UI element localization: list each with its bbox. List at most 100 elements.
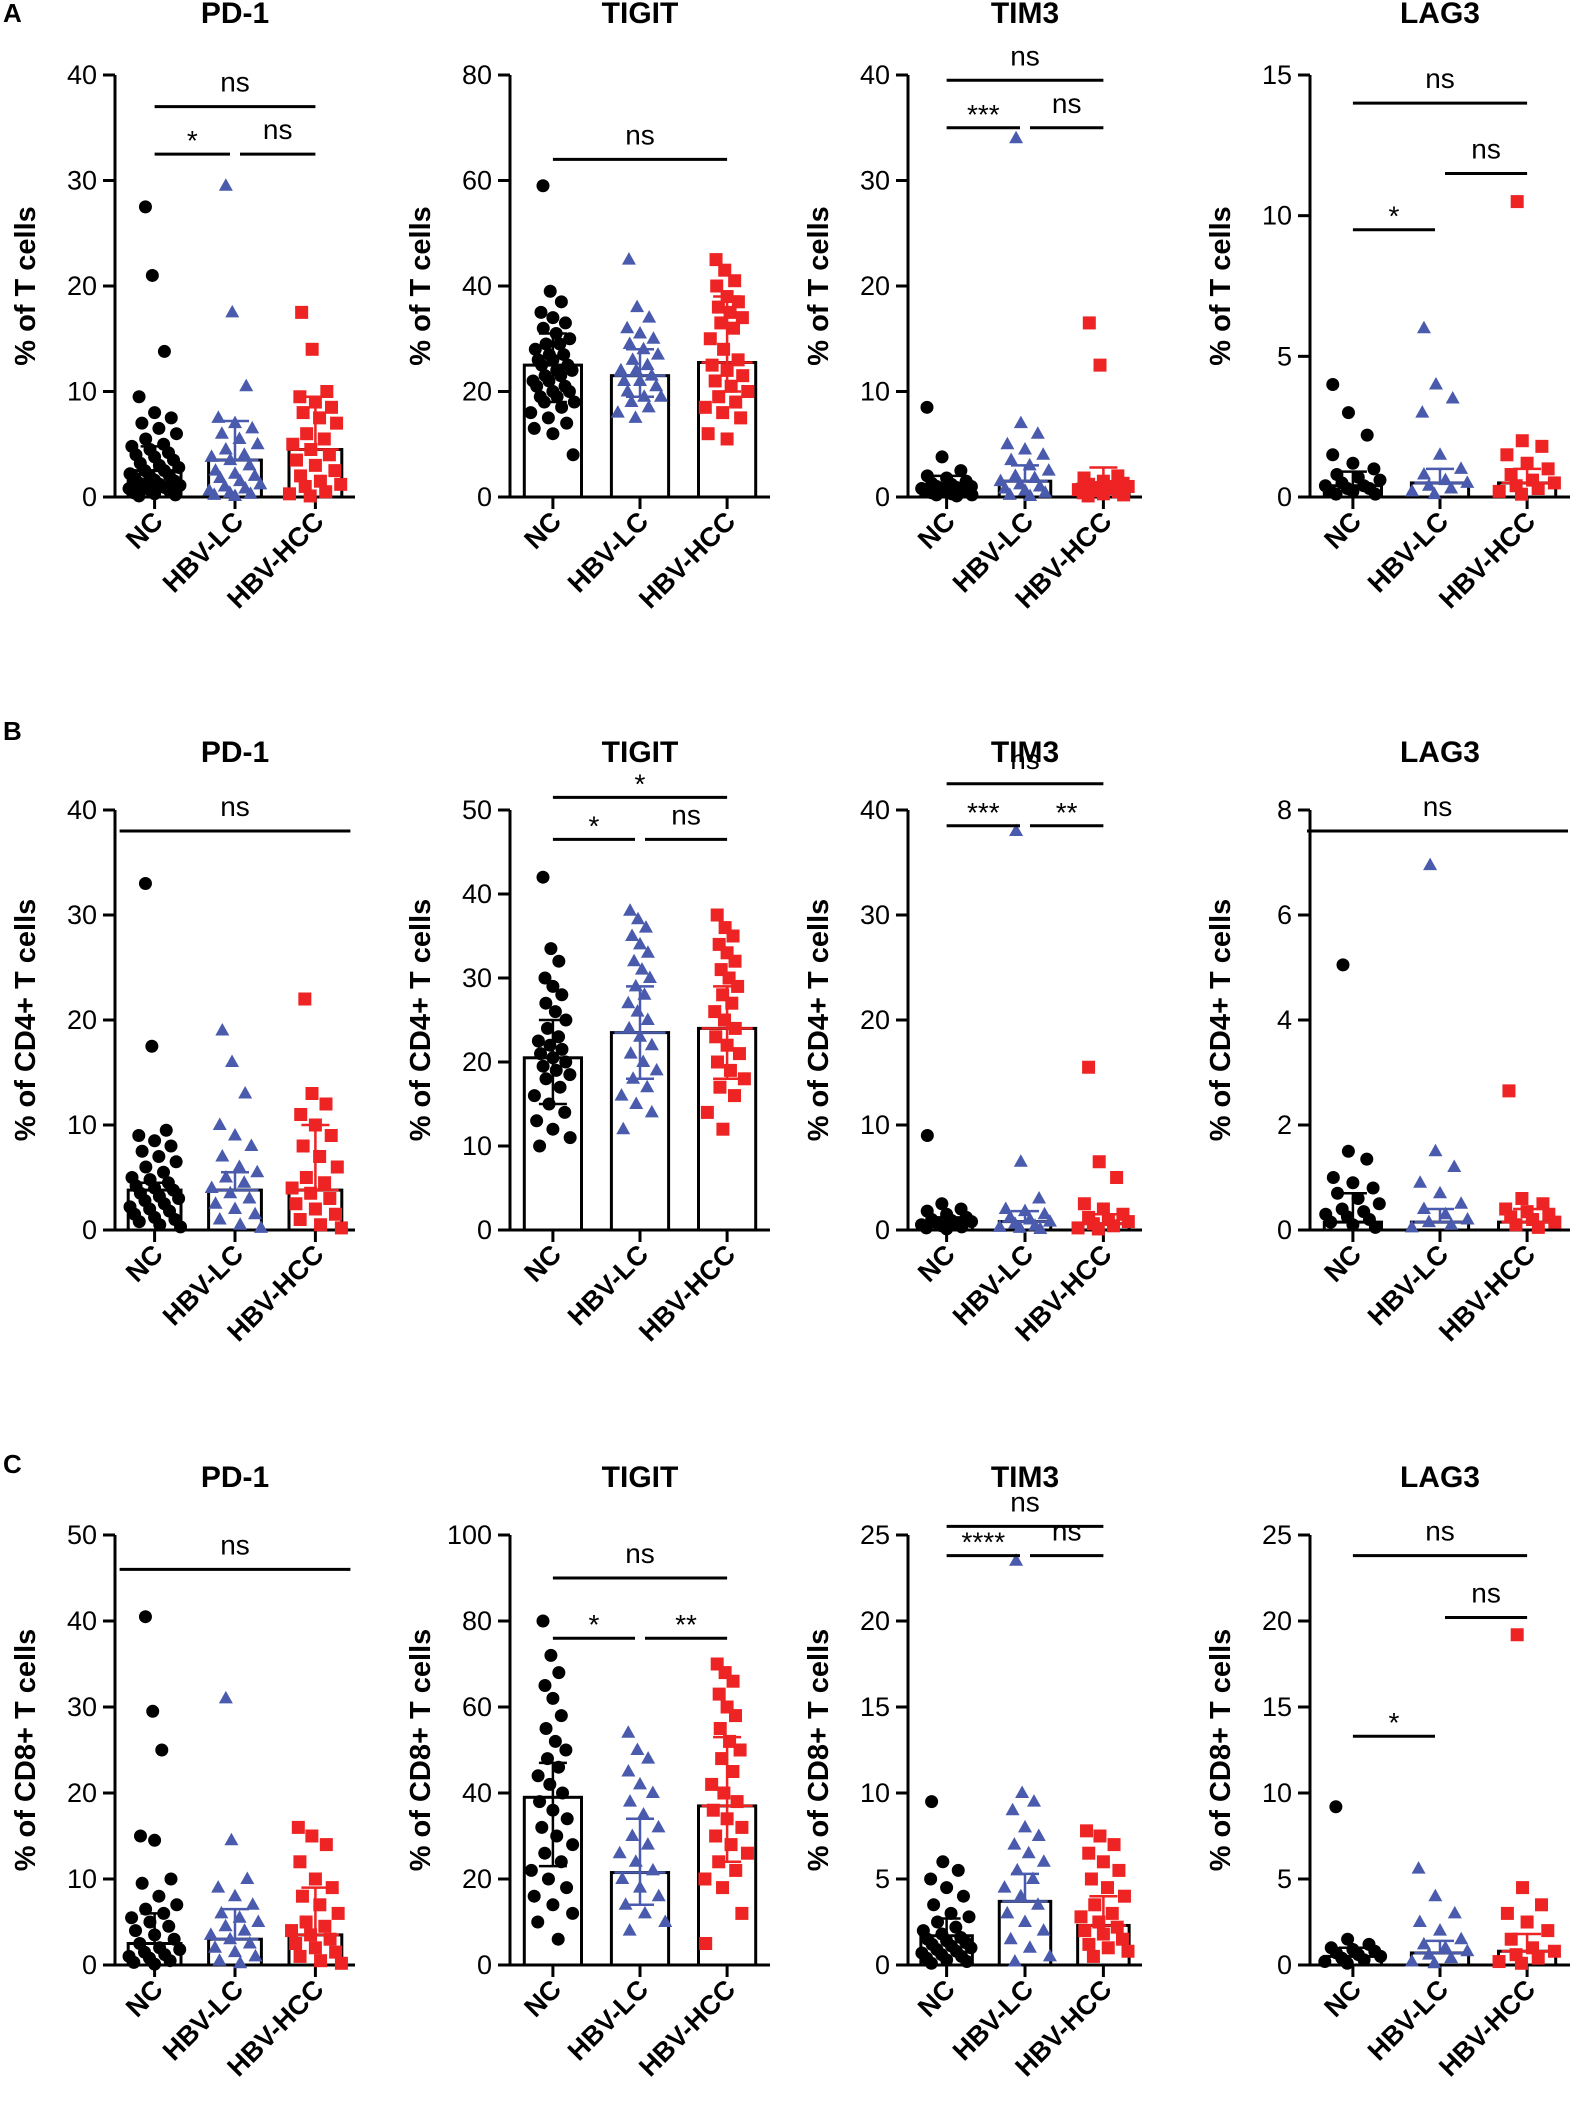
data-point-nc xyxy=(1367,462,1381,476)
data-point-hbv-lc xyxy=(1416,1936,1431,1950)
data-point-hbv-lc xyxy=(1447,1905,1462,1919)
data-point-hbv-hcc xyxy=(291,1820,305,1834)
data-point-hbv-lc xyxy=(649,1062,664,1076)
data-point-hbv-lc xyxy=(1027,470,1042,484)
data-point-hbv-hcc xyxy=(319,485,333,499)
y-tick-label: 30 xyxy=(860,900,890,930)
data-point-hbv-hcc xyxy=(1536,1197,1550,1211)
data-point-nc xyxy=(565,363,579,377)
data-point-nc xyxy=(143,1915,157,1929)
y-tick-label: 10 xyxy=(860,377,890,407)
data-point-hbv-hcc xyxy=(330,416,344,430)
data-point-hbv-hcc xyxy=(1504,1932,1518,1946)
data-point-hbv-lc xyxy=(625,928,640,941)
data-point-hbv-hcc xyxy=(1547,1944,1561,1958)
data-point-hbv-lc xyxy=(207,1940,222,1953)
data-point-hbv-hcc xyxy=(1520,1915,1534,1929)
data-point-hbv-lc xyxy=(1428,1143,1443,1157)
data-point-hbv-lc xyxy=(218,1170,233,1183)
data-point-hbv-lc xyxy=(625,352,640,365)
data-point-hbv-lc xyxy=(651,1819,666,1833)
data-point-hbv-lc xyxy=(624,394,639,408)
data-point-hbv-lc xyxy=(1433,1923,1447,1936)
chart-title: TIGIT xyxy=(602,0,679,30)
data-point-hbv-hcc xyxy=(324,1129,338,1142)
data-point-hbv-lc xyxy=(247,468,262,481)
data-point-nc xyxy=(536,179,550,193)
data-point-hbv-hcc xyxy=(1500,448,1514,462)
significance-label: ns xyxy=(671,799,701,830)
y-tick-label: 0 xyxy=(477,482,492,512)
data-point-hbv-hcc xyxy=(1093,358,1107,372)
data-point-hbv-hcc xyxy=(282,487,296,501)
data-point-hbv-lc xyxy=(620,320,635,334)
y-tick-label: 10 xyxy=(860,1110,890,1140)
data-point-hbv-hcc xyxy=(299,1171,313,1184)
significance-label: ns xyxy=(625,1538,655,1569)
data-point-nc xyxy=(546,1898,560,1912)
data-point-hbv-lc xyxy=(204,449,219,462)
data-point-hbv-lc xyxy=(1411,1861,1426,1874)
data-point-hbv-hcc xyxy=(314,1218,328,1232)
significance-label: ns xyxy=(1423,791,1453,822)
data-point-hbv-lc xyxy=(630,1742,645,1755)
data-point-hbv-hcc xyxy=(1510,195,1524,209)
data-point-nc xyxy=(546,1691,560,1705)
data-point-nc xyxy=(557,348,571,362)
data-point-hbv-lc xyxy=(212,1953,227,1966)
data-point-hbv-lc xyxy=(1007,1954,1022,1967)
data-point-nc xyxy=(1346,484,1360,498)
data-point-nc xyxy=(544,1648,558,1662)
data-point-hbv-lc xyxy=(642,970,657,983)
data-point-hbv-lc xyxy=(1444,481,1459,494)
y-tick-label: 60 xyxy=(462,166,492,196)
data-point-hbv-hcc xyxy=(1115,1932,1129,1946)
data-point-hbv-hcc xyxy=(1520,456,1534,470)
data-point-hbv-lc xyxy=(237,1175,252,1188)
chart-title: TIM3 xyxy=(991,0,1059,30)
data-point-hbv-lc xyxy=(250,1164,265,1178)
data-point-hbv-hcc xyxy=(701,427,715,441)
data-point-hbv-hcc xyxy=(726,929,740,943)
data-point-nc xyxy=(148,487,162,501)
chart-title: TIM3 xyxy=(991,736,1059,769)
data-point-nc xyxy=(536,870,550,884)
significance-label: * xyxy=(635,768,646,799)
data-point-hbv-lc xyxy=(625,1828,640,1841)
panel-label-b: B xyxy=(3,716,22,746)
data-point-nc xyxy=(552,1030,566,1044)
data-point-nc xyxy=(524,1863,538,1877)
data-point-nc xyxy=(169,427,183,441)
data-point-nc xyxy=(152,1150,166,1163)
data-point-nc xyxy=(1360,1152,1374,1166)
data-point-hbv-lc xyxy=(637,1905,652,1919)
data-point-hbv-hcc xyxy=(1121,1215,1135,1229)
chart-c-tim3: TIM3% of CD8+ T cells0510152025NCHBV-LCH… xyxy=(803,1461,1142,2082)
data-point-hbv-lc xyxy=(615,1871,630,1884)
data-point-nc xyxy=(924,1956,938,1970)
data-point-hbv-lc xyxy=(1460,1943,1475,1957)
y-tick-label: 0 xyxy=(1277,1950,1292,1980)
y-tick-label: 15 xyxy=(1262,60,1292,90)
y-tick-label: 0 xyxy=(1277,1215,1292,1245)
data-point-hbv-lc xyxy=(645,1785,660,1798)
data-point-hbv-lc xyxy=(245,1897,260,1910)
y-axis-label: % of CD4+ T cells xyxy=(803,899,835,1142)
data-point-nc xyxy=(929,488,943,502)
data-point-hbv-hcc xyxy=(289,1937,303,1950)
significance-label: *** xyxy=(967,797,1000,828)
data-point-hbv-lc xyxy=(638,920,653,933)
y-axis-label: % of CD8+ T cells xyxy=(10,1629,42,1872)
data-point-hbv-hcc xyxy=(314,1954,328,1968)
data-point-nc xyxy=(1341,1144,1355,1158)
data-point-hbv-lc xyxy=(1025,1871,1040,1884)
data-point-hbv-hcc xyxy=(703,332,717,346)
data-point-nc xyxy=(135,416,149,430)
chart-b-lag3: LAG3% of CD4+ T cells02468NCHBV-LCHBV-HC… xyxy=(1205,736,1570,1347)
data-point-hbv-lc xyxy=(211,1880,226,1893)
data-point-hbv-hcc xyxy=(741,385,755,398)
data-point-hbv-lc xyxy=(634,962,649,975)
chart-title: TIGIT xyxy=(602,1461,679,1494)
data-point-hbv-hcc xyxy=(709,1829,723,1843)
